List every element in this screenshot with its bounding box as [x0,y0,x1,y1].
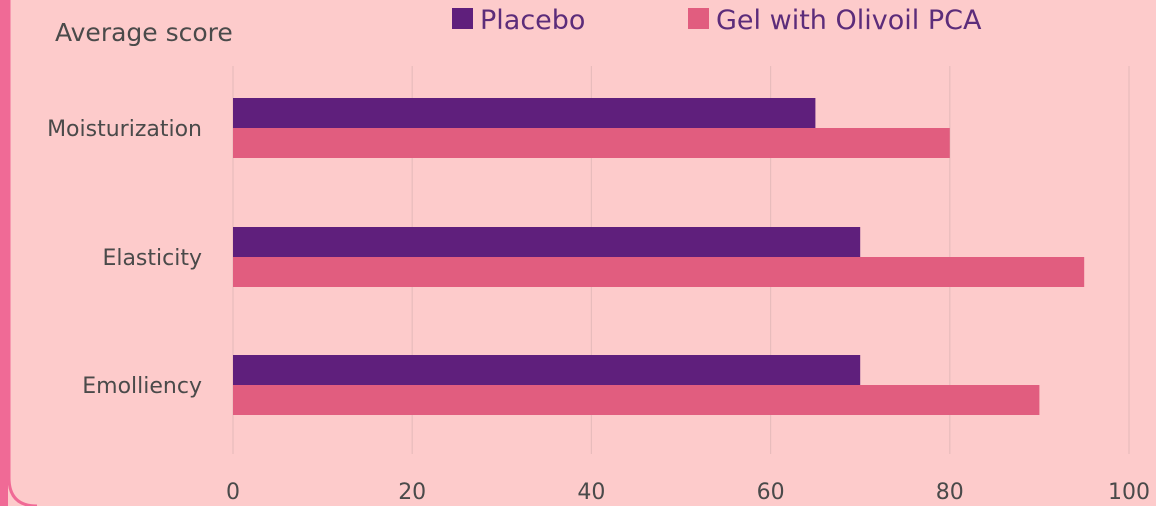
category-label-emolliency: Emolliency [82,374,202,399]
category-label-moisturization: Moisturization [47,117,202,142]
x-tick-label-20: 20 [398,480,426,505]
category-label-elasticity: Elasticity [102,246,202,271]
legend-label-placebo: Placebo [480,5,585,36]
legend-swatch-gel [688,8,709,29]
legend-label-gel: Gel with Olivoil PCA [716,5,982,36]
bar-moisturization-placebo [233,98,816,128]
bar-moisturization-gel [233,128,950,158]
frame-border [7,0,38,506]
bar-emolliency-placebo [233,355,861,385]
x-tick-label-100: 100 [1108,480,1150,505]
bar-elasticity-gel [233,257,1085,287]
chart-title: Average score [55,18,233,47]
x-tick-label-0: 0 [226,480,240,505]
x-tick-label-80: 80 [936,480,964,505]
bar-emolliency-gel [233,385,1040,415]
bar-elasticity-placebo [233,227,861,257]
x-tick-label-40: 40 [577,480,605,505]
frame-accent [0,0,8,506]
legend-swatch-placebo [452,8,473,29]
x-tick-label-60: 60 [757,480,785,505]
